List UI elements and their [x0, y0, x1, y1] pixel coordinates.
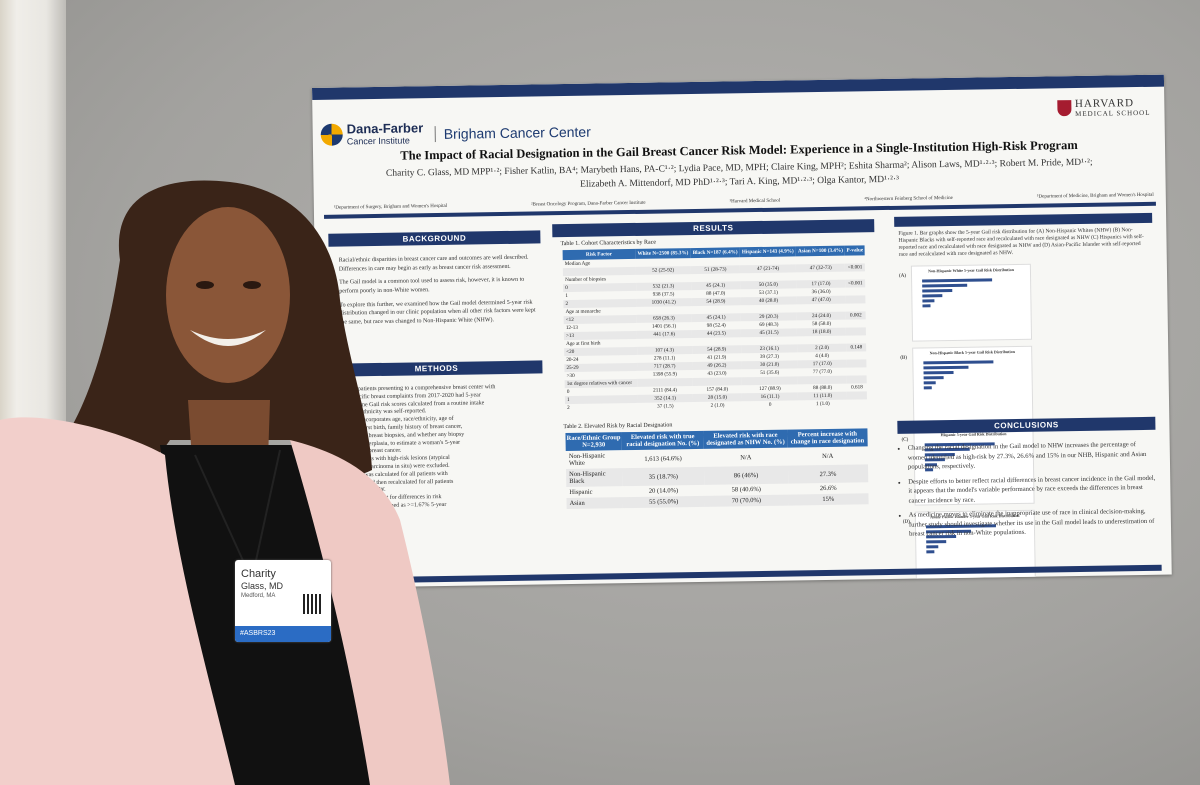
panel: Non-Hispanic White 5-year Gail Risk Dist… [910, 263, 1033, 342]
header-cell: Elevated risk with true racial designati… [621, 430, 704, 451]
harvard-logo: HARVARD MEDICAL SCHOOL [1056, 97, 1151, 119]
jacket [290, 440, 450, 785]
header-cell: Race/Ethnic Group N=2,930 [565, 432, 622, 452]
affiliation: ⁵Department of Medicine, Brigham and Wom… [1036, 192, 1154, 200]
section-heading: CONCLUSIONS [897, 416, 1156, 434]
affiliation: ³Harvard Medical School [729, 198, 781, 205]
name-badge: Charity Glass, MD Medford, MA #ASBRS23 [235, 560, 331, 642]
bullet: Changing the racial designation in the G… [908, 440, 1156, 473]
badge-tag: #ASBRS23 [235, 626, 331, 642]
decor-bar [923, 370, 954, 374]
results-section: RESULTS Table 1. Cohort Characteristics … [552, 219, 878, 510]
decor-bar [922, 283, 968, 288]
table-cell: 2 (1.0) [710, 402, 725, 409]
table: Race/Ethnic Group N=2,930 Elevated risk w… [555, 428, 878, 510]
affiliation: ²Breast Oncology Program, Dana-Farber Ca… [531, 200, 646, 208]
chart-panel: (A) Non-Hispanic White 5-year Gail Risk D… [898, 263, 1033, 342]
table: Risk Factor White N=2500 (85.3%) Black N=1… [553, 245, 878, 412]
bar-graphic [922, 277, 1021, 319]
figure-caption: Figure 1. Bar graphs show the 5-year Gai… [898, 227, 1144, 259]
lanyard [194, 449, 281, 566]
jacket [0, 417, 235, 785]
section-heading: RESULTS [552, 219, 875, 238]
bar-graphic [923, 359, 1022, 401]
panel-title: Non-Hispanic Black 5-year Gail Risk Dist… [929, 348, 1015, 355]
table-cell: 55 (55.0%) [622, 495, 705, 509]
badge-last-name: Glass, MD [241, 581, 284, 591]
decor-bar [922, 277, 993, 283]
header-cell: Percent increase with change in race des… [787, 428, 868, 448]
table-cell: 35 (18.7%) [622, 466, 705, 487]
smile [190, 330, 266, 346]
affiliation: ⁴Northwestern Feinberg School of Medicin… [864, 195, 953, 203]
table-cell: 2 [567, 404, 570, 412]
panel: Non-Hispanic Black 5-year Gail Risk Dist… [912, 345, 1034, 424]
decor-bar [923, 380, 936, 384]
table-cell: Non-Hispanic Black [566, 468, 623, 488]
decor-bar [922, 303, 931, 307]
decor-bar [923, 365, 969, 369]
panel-title: Non-Hispanic White 5-year Gail Risk Dist… [928, 266, 1014, 273]
table-cell: 1 (1.0) [815, 400, 830, 408]
table-cell: Hispanic [569, 488, 593, 497]
eye [243, 281, 261, 289]
logo-subtext: MEDICAL SCHOOL [1075, 108, 1151, 119]
table-cell: Asian [566, 497, 623, 510]
panel-label: (B) [900, 355, 908, 361]
badge-first-name: Charity [241, 568, 276, 580]
table-cell: 0 [768, 401, 772, 408]
face [166, 207, 290, 383]
decor-bar [926, 549, 935, 553]
table-cell: 1,613 (64.6%) [644, 454, 682, 463]
table-cell: 86 (46%) [704, 465, 788, 485]
decor-bar [923, 375, 944, 379]
table-grid: Risk Factor White N=2500 (85.3%) Black N=1… [562, 245, 868, 412]
section-bar [894, 212, 1153, 227]
qr-code [303, 594, 323, 614]
chart-panel: (B) Non-Hispanic Black 5-year Gail Risk D… [900, 345, 1034, 424]
bullet-list: Changing the racial designation in the G… [898, 440, 1157, 540]
table-grid: Race/Ethnic Group N=2,930 Elevated risk w… [565, 428, 869, 510]
person [0, 180, 450, 785]
decor-bar [923, 359, 994, 364]
logo-text: HARVARD [1074, 97, 1135, 111]
decor-bar [922, 298, 935, 303]
header-cell: P-value [844, 245, 865, 256]
conclusions-section: CONCLUSIONS Changing the racial designat… [897, 416, 1157, 545]
table-cell: 27.3% [787, 464, 869, 484]
table-cell: Non-Hispanic White [568, 452, 606, 468]
table-cell [847, 399, 867, 407]
panel-label: (A) [898, 273, 907, 279]
badge-location: Medford, MA [241, 593, 276, 599]
header-cell: Elevated risk with race designated as NH… [703, 429, 788, 449]
table-cell: 15% [788, 493, 869, 506]
eye [196, 281, 214, 289]
decor-bar [926, 544, 939, 548]
table-cell: N/A [822, 452, 834, 460]
decor-bar [923, 385, 932, 389]
table-cell: 37 (1.5) [657, 403, 674, 410]
bullet: Despite efforts to better reflect racial… [908, 473, 1156, 506]
decor-bar [922, 293, 943, 298]
bullet: As medicine moves to eliminate the inapp… [909, 507, 1157, 540]
decor-bar [922, 288, 953, 293]
table-cell: N/A [740, 453, 752, 461]
table-cell: 70 (70.0%) [704, 494, 789, 507]
